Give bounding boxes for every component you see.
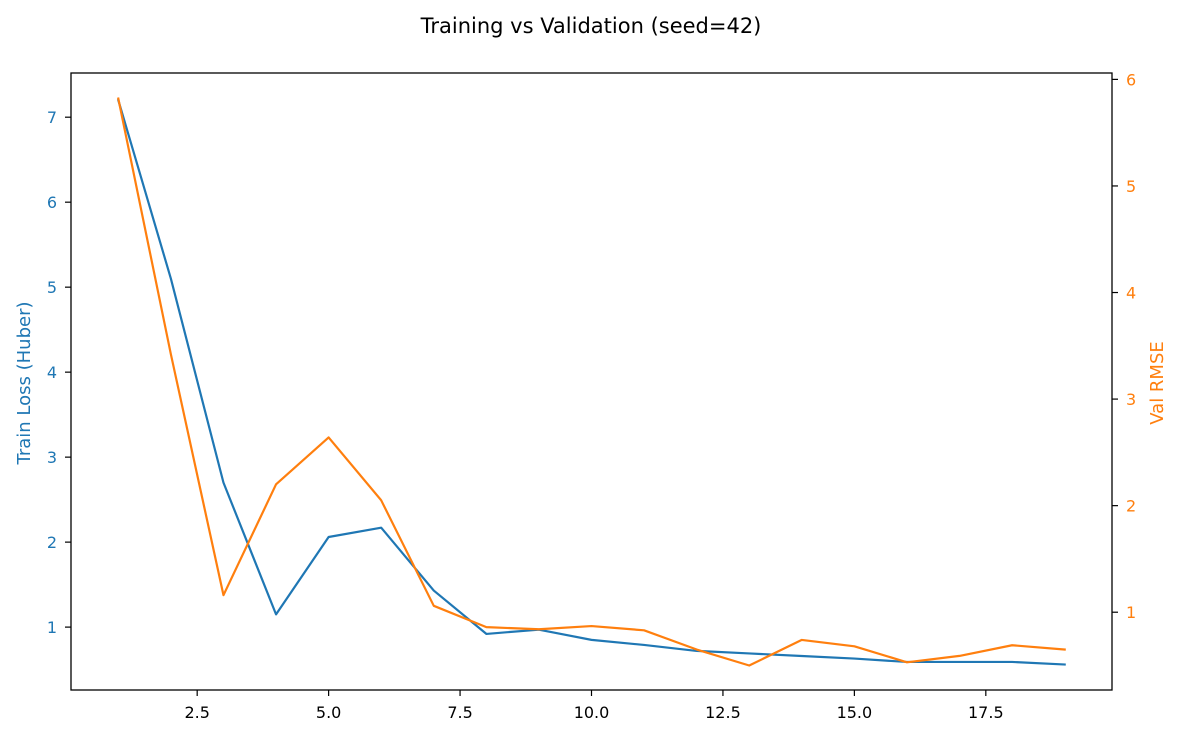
- x-tick-label: 17.5: [968, 703, 1004, 722]
- right-y-tick-label: 3: [1126, 390, 1136, 409]
- x-tick-label: 2.5: [184, 703, 209, 722]
- series-layer: [116, 97, 1066, 667]
- axes-layer: 2.5 5.0 7.5 10.0 12.5 15.0 17.5 1 2 3 4 5 6 7 1 2 3 4 5 6: [47, 70, 1136, 722]
- right-y-tick-label: 4: [1126, 284, 1136, 303]
- right-y-tick-label: 5: [1126, 177, 1136, 196]
- chart-title: Training vs Validation (seed=42): [420, 14, 762, 38]
- x-tick-label: 10.0: [574, 703, 610, 722]
- left-y-tick-label: 6: [47, 193, 57, 212]
- x-tick-label: 7.5: [447, 703, 472, 722]
- right-y-tick-label: 6: [1126, 70, 1136, 89]
- left-y-tick-label: 3: [47, 448, 57, 467]
- right-y-tick-label: 1: [1126, 603, 1136, 622]
- left-y-tick-label: 1: [47, 618, 57, 637]
- left-axis-title: Train Loss (Huber): [14, 301, 35, 465]
- right-y-tick-label: 2: [1126, 497, 1136, 516]
- left-y-tick-label: 4: [47, 363, 57, 382]
- x-tick-label: 15.0: [837, 703, 873, 722]
- plot-frame: [70, 72, 1113, 691]
- right-axis-title: Val RMSE: [1147, 341, 1168, 425]
- left-y-tick-label: 2: [47, 533, 57, 552]
- left-y-tick-label: 7: [47, 108, 57, 127]
- x-tick-label: 5.0: [316, 703, 341, 722]
- left-y-tick-label: 5: [47, 278, 57, 297]
- val-rmse-line: [117, 97, 1066, 667]
- x-tick-label: 12.5: [705, 703, 741, 722]
